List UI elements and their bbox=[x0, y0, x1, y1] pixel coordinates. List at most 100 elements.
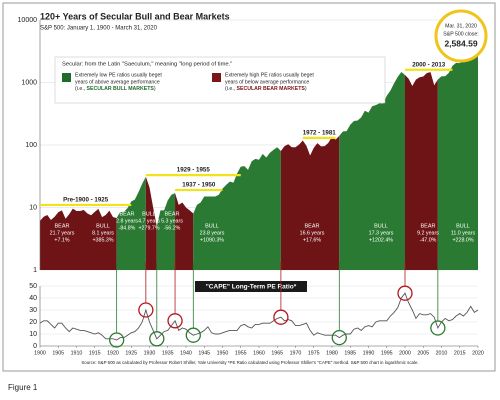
phase-label: BULL bbox=[96, 223, 110, 229]
phase-area bbox=[116, 176, 146, 270]
phase-duration: 9.2 years bbox=[417, 230, 439, 236]
phase-area bbox=[156, 193, 176, 270]
chart-title: 120+ Years of Secular Bull and Bear Mark… bbox=[40, 11, 230, 21]
highlight-circle bbox=[331, 329, 347, 346]
legend-text: Extremely high PE ratios usually beget bbox=[225, 72, 314, 78]
phase-area bbox=[175, 193, 194, 270]
legend-text: (i.e., SECULAR BEAR MARKETS) bbox=[225, 86, 307, 92]
x-tick-label: 1985 bbox=[344, 350, 356, 356]
x-tick-label: 1900 bbox=[34, 350, 46, 356]
phase-area bbox=[339, 72, 405, 271]
phase-span bbox=[175, 268, 194, 270]
y-tick-label: 1 bbox=[33, 267, 37, 274]
legend-text: (i.e., SECULAR BULL MARKETS) bbox=[75, 86, 156, 92]
y-tick-label: 40 bbox=[29, 295, 37, 302]
x-tick-label: 2005 bbox=[417, 350, 429, 356]
legend-emphasis: SECULAR BULL MARKETS bbox=[87, 86, 155, 92]
phase-change: +17.6% bbox=[303, 237, 321, 243]
legend-text: Extremely low PE ratios usually beget bbox=[75, 72, 162, 78]
x-tick-label: 1945 bbox=[198, 350, 210, 356]
phase-duration: 16.6 years bbox=[300, 230, 325, 236]
x-tick-label: 1915 bbox=[89, 350, 101, 356]
note: Secular: from the Latin "Saeculum," mean… bbox=[62, 62, 232, 68]
y-tick-label: 10 bbox=[29, 331, 37, 338]
x-tick-label: 1930 bbox=[144, 350, 156, 356]
y-tick-label: 0 bbox=[33, 343, 37, 350]
period-label: 1972 - 1981 bbox=[303, 130, 337, 137]
x-tick-label: 1960 bbox=[253, 350, 265, 356]
x-tick-label: 2000 bbox=[399, 350, 411, 356]
phase-area bbox=[437, 50, 478, 270]
phase-change: +228.0% bbox=[452, 237, 473, 243]
phase-area bbox=[193, 147, 281, 270]
period-label: Pre-1900 - 1925 bbox=[63, 197, 109, 204]
x-tick-label: 1935 bbox=[162, 350, 174, 356]
x-tick-label: 1950 bbox=[217, 350, 229, 356]
x-tick-label: 1995 bbox=[381, 350, 393, 356]
x-tick-label: 1970 bbox=[290, 350, 302, 356]
highlight-circle bbox=[273, 309, 289, 325]
y-tick-label: 10 bbox=[29, 204, 37, 211]
phase-span bbox=[405, 268, 438, 270]
y-tick-label: 1000 bbox=[21, 79, 37, 86]
legend-prefix: (i.e., bbox=[75, 86, 87, 92]
highlight-circle bbox=[167, 313, 183, 329]
phase-duration: 23.8 years bbox=[200, 230, 225, 236]
callout-label: S&P 500 close: bbox=[443, 31, 478, 37]
phase-change: +1202.4% bbox=[369, 237, 393, 243]
phase-change: +1090.3% bbox=[200, 237, 224, 243]
legend-swatch bbox=[62, 73, 71, 82]
x-tick-label: 1925 bbox=[125, 350, 137, 356]
figure-label: Figure 1 bbox=[8, 383, 38, 392]
phase-span bbox=[145, 268, 157, 270]
legend-emphasis: SECULAR BEAR MARKETS bbox=[237, 86, 306, 92]
x-tick-label: 1975 bbox=[308, 350, 320, 356]
phase-duration: 4.7 years bbox=[138, 218, 160, 224]
phase-duration: 11.0 years bbox=[451, 230, 476, 236]
y-tick-label: 50 bbox=[29, 283, 37, 290]
highlight-circle bbox=[149, 331, 165, 347]
cape-line bbox=[39, 292, 479, 341]
phase-area bbox=[40, 208, 117, 270]
legend-prefix: (i.e., bbox=[225, 86, 237, 92]
phase-label: BULL bbox=[456, 223, 470, 229]
x-tick-label: 1920 bbox=[107, 350, 119, 356]
phase-duration: 21.7 years bbox=[50, 230, 75, 236]
phase-duration: 5.3 years bbox=[161, 218, 183, 224]
phase-label: BULL bbox=[142, 211, 156, 217]
phase-label: BEAR bbox=[55, 223, 70, 229]
phase-label: BEAR bbox=[305, 223, 320, 229]
y-tick-label: 10000 bbox=[18, 17, 38, 24]
highlight-circle bbox=[430, 320, 446, 336]
phase-label: BEAR bbox=[165, 211, 180, 217]
period-label: 2000 - 2013 bbox=[412, 61, 446, 68]
highlight-circle bbox=[109, 332, 125, 348]
highlight-circle bbox=[397, 285, 413, 301]
phase-area bbox=[145, 176, 157, 270]
phase-change: -56.2% bbox=[164, 225, 181, 231]
phase-change: -47.0% bbox=[420, 237, 437, 243]
phase-change: +279.7% bbox=[138, 225, 159, 231]
phase-span bbox=[40, 268, 117, 270]
phase-area bbox=[280, 135, 340, 270]
y-tick-label: 20 bbox=[29, 319, 37, 326]
phase-span bbox=[193, 268, 281, 270]
highlight-circle bbox=[138, 302, 154, 318]
x-tick-label: 2015 bbox=[454, 350, 466, 356]
phase-label: BEAR bbox=[421, 223, 436, 229]
phase-duration: 17.3 years bbox=[369, 230, 394, 236]
period-label: 1937 - 1950 bbox=[182, 182, 216, 189]
cape-title: "CAPE" Long-Term PE Ratio* bbox=[206, 284, 297, 291]
x-tick-label: 2010 bbox=[436, 350, 448, 356]
phase-span bbox=[339, 268, 405, 270]
chart-subtitle: S&P 500: January 1, 1900 - March 31, 202… bbox=[40, 26, 158, 32]
y-tick-label: 100 bbox=[25, 142, 37, 149]
x-tick-label: 2020 bbox=[472, 350, 484, 356]
phase-duration: 2.8 years bbox=[116, 218, 138, 224]
x-tick-label: 1940 bbox=[180, 350, 192, 356]
phase-span bbox=[116, 268, 146, 270]
y-tick-label: 30 bbox=[29, 307, 37, 314]
x-tick-label: 1910 bbox=[71, 350, 83, 356]
legend-text: years of above average performance bbox=[75, 79, 160, 85]
